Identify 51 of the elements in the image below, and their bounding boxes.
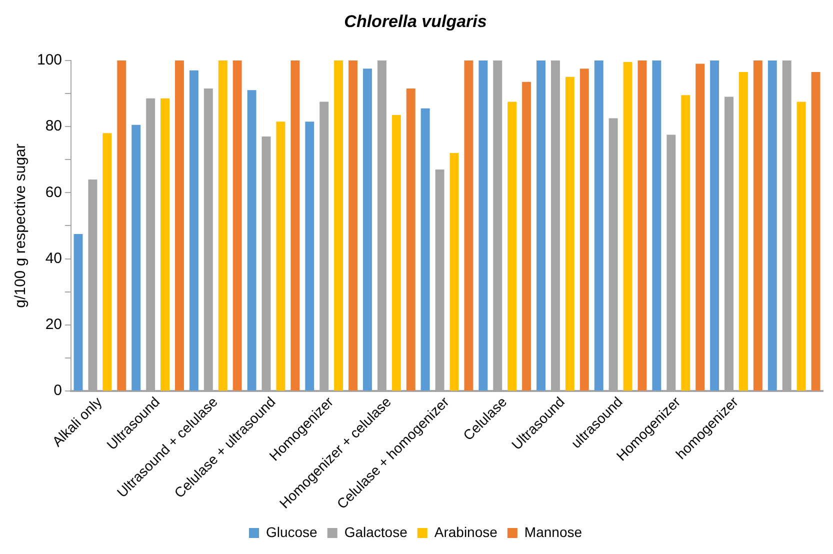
bar bbox=[102, 133, 112, 391]
bar bbox=[594, 60, 604, 391]
bar bbox=[450, 152, 459, 391]
y-tick-label: 20 bbox=[45, 316, 62, 334]
legend-label: Mannose bbox=[524, 524, 582, 540]
legend-label: Galactose bbox=[344, 524, 408, 540]
bar bbox=[811, 72, 820, 391]
bar bbox=[175, 60, 184, 391]
bar bbox=[420, 108, 430, 391]
bar bbox=[189, 70, 198, 391]
bar bbox=[290, 60, 300, 391]
bar bbox=[522, 82, 532, 391]
bar bbox=[508, 102, 517, 391]
bar bbox=[132, 124, 141, 391]
bar bbox=[247, 90, 256, 391]
bar bbox=[710, 60, 720, 391]
bar bbox=[478, 60, 488, 391]
bar bbox=[768, 60, 777, 391]
bar bbox=[681, 95, 690, 391]
bar bbox=[160, 98, 170, 391]
y-tick-label: 0 bbox=[54, 382, 62, 400]
bar bbox=[232, 60, 242, 391]
legend-label: Glucose bbox=[266, 524, 318, 540]
bar bbox=[464, 60, 474, 391]
y-tick-label: 40 bbox=[45, 250, 62, 267]
bar bbox=[753, 60, 762, 391]
bar bbox=[652, 60, 662, 391]
bar bbox=[536, 60, 546, 391]
bar bbox=[623, 62, 632, 391]
y-tick-label: 80 bbox=[45, 118, 62, 135]
bar bbox=[334, 60, 344, 391]
bar bbox=[74, 234, 83, 391]
bar bbox=[738, 72, 748, 391]
bar bbox=[696, 64, 705, 391]
y-axis-title: g/100 g respective sugar bbox=[12, 144, 30, 308]
bar bbox=[362, 68, 372, 391]
bar bbox=[406, 88, 416, 391]
bar bbox=[305, 122, 314, 391]
legend-label: Arabinose bbox=[434, 524, 498, 540]
bar bbox=[580, 68, 589, 391]
bar bbox=[348, 60, 358, 391]
bar bbox=[796, 102, 806, 391]
bar bbox=[117, 60, 126, 391]
bar bbox=[565, 76, 574, 391]
y-tick-label: 100 bbox=[36, 52, 62, 69]
bar bbox=[392, 114, 401, 391]
bar bbox=[218, 60, 228, 391]
chart-title: Chlorella vulgaris bbox=[344, 12, 487, 31]
bar bbox=[276, 122, 286, 391]
bar bbox=[638, 60, 647, 391]
y-tick-label: 60 bbox=[45, 184, 62, 201]
